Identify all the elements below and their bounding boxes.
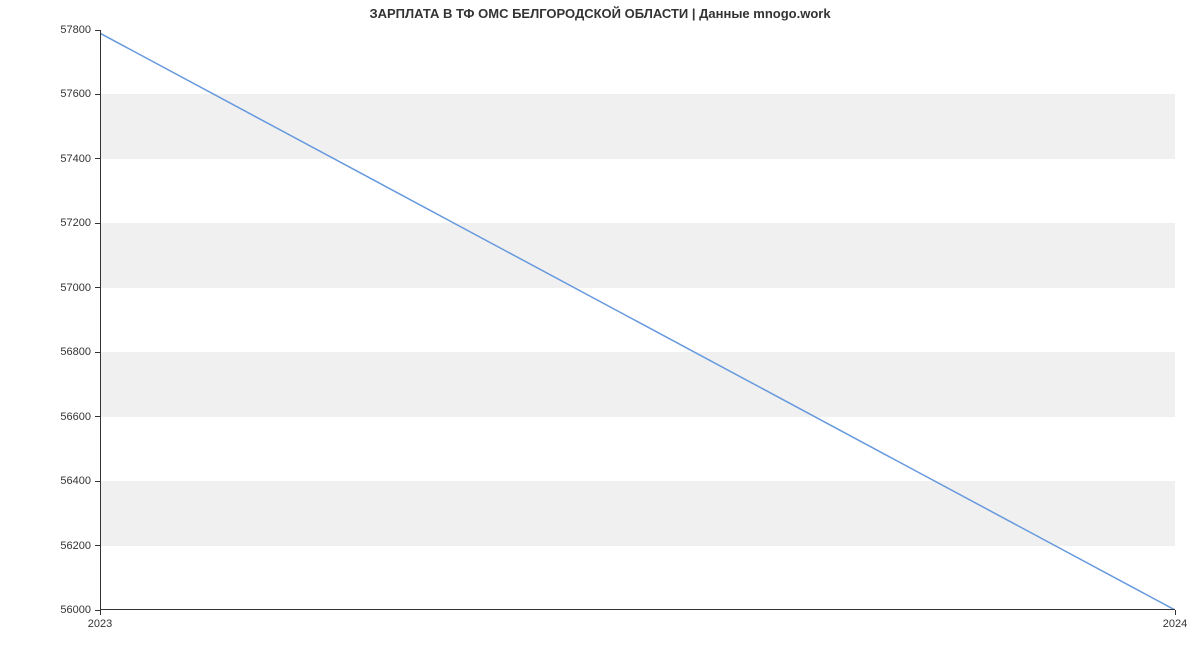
y-tick-label: 56800 [31, 346, 91, 358]
y-tick-label: 56400 [31, 475, 91, 487]
y-axis-line [100, 30, 101, 610]
x-tick-mark [100, 610, 101, 615]
series-line-salary [100, 33, 1175, 610]
y-tick-label: 57800 [31, 24, 91, 36]
chart-container: ЗАРПЛАТА В ТФ ОМС БЕЛГОРОДСКОЙ ОБЛАСТИ |… [0, 0, 1200, 650]
y-tick-label: 57600 [31, 88, 91, 100]
y-tick-mark [95, 287, 100, 288]
x-tick-label: 2023 [88, 618, 112, 630]
plot-area: 5600056200564005660056800570005720057400… [100, 30, 1175, 610]
chart-title: ЗАРПЛАТА В ТФ ОМС БЕЛГОРОДСКОЙ ОБЛАСТИ |… [0, 6, 1200, 21]
y-tick-label: 56000 [31, 604, 91, 616]
x-tick-mark [1175, 610, 1176, 615]
y-tick-label: 57000 [31, 282, 91, 294]
line-layer [100, 30, 1175, 610]
y-tick-label: 56600 [31, 411, 91, 423]
y-tick-mark [95, 30, 100, 31]
x-tick-label: 2024 [1163, 618, 1187, 630]
x-axis-line [100, 609, 1175, 610]
y-tick-mark [95, 481, 100, 482]
y-tick-label: 57200 [31, 217, 91, 229]
y-tick-mark [95, 416, 100, 417]
y-tick-mark [95, 158, 100, 159]
y-tick-mark [95, 352, 100, 353]
y-tick-mark [95, 223, 100, 224]
y-tick-mark [95, 94, 100, 95]
y-tick-label: 56200 [31, 540, 91, 552]
y-tick-mark [95, 545, 100, 546]
y-tick-label: 57400 [31, 153, 91, 165]
